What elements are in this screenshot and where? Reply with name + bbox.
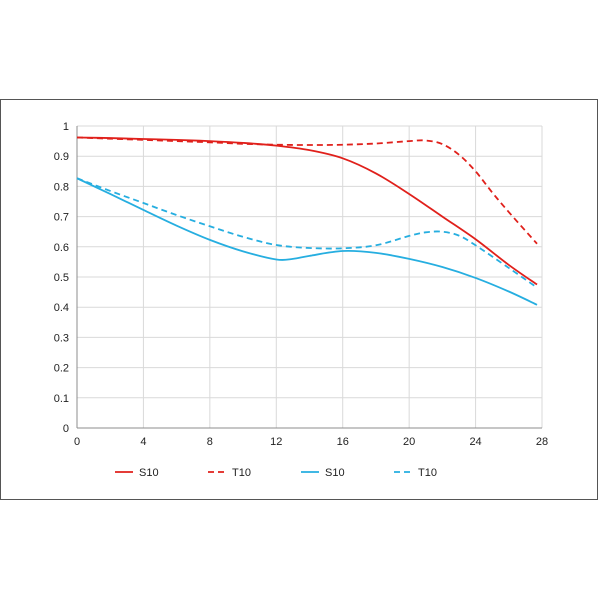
y-tick-label: 0.4 (54, 302, 69, 314)
x-tick-label: 20 (403, 436, 415, 448)
y-tick-label: 0.8 (54, 181, 69, 193)
legend: S10 T10 S10 T10 (115, 467, 437, 479)
legend-label: T10 (418, 467, 437, 479)
series-line-blue-solid-s10 (76, 177, 538, 306)
x-tick-label: 4 (140, 436, 146, 448)
y-tick-label: 0.2 (54, 363, 69, 375)
y-tick-label: 0.9 (54, 151, 69, 163)
x-tick-label: 12 (270, 436, 282, 448)
x-tick-label: 16 (337, 436, 349, 448)
x-tick-label: 24 (469, 436, 481, 448)
legend-label: S10 (325, 467, 345, 479)
series-line-red-dashed-t10 (76, 136, 538, 245)
y-tick-label: 0.7 (54, 212, 69, 224)
series-line-blue-dashed-t10 (76, 177, 538, 289)
x-tick-label: 0 (74, 436, 80, 448)
y-tick-label: 0.3 (54, 332, 69, 344)
series-line-red-solid-s10 (76, 136, 538, 286)
x-tick-label: 28 (536, 436, 548, 448)
series-lines (76, 136, 538, 306)
legend-label: S10 (139, 467, 159, 479)
y-tick-label: 0.1 (54, 393, 69, 405)
y-tick-label: 0 (63, 423, 69, 435)
y-tick-label: 1 (63, 121, 69, 133)
axes (76, 126, 542, 429)
line-chart: 0 0.1 0.2 0.3 0.4 0.5 0.6 0.7 0.8 0.9 1 0 4 8 12 16 20 2… (54, 121, 548, 479)
legend-label: T10 (232, 467, 251, 479)
chart-frame: 0 0.1 0.2 0.3 0.4 0.5 0.6 0.7 0.8 0.9 1 0 4 8 12 16 20 2… (0, 99, 598, 500)
x-tick-labels: 0 4 8 12 16 20 24 28 (74, 436, 548, 448)
y-tick-label: 0.6 (54, 242, 69, 254)
y-tick-label: 0.5 (54, 272, 69, 284)
y-tick-labels: 0 0.1 0.2 0.3 0.4 0.5 0.6 0.7 0.8 0.9 1 (54, 121, 69, 435)
x-tick-label: 8 (207, 436, 213, 448)
